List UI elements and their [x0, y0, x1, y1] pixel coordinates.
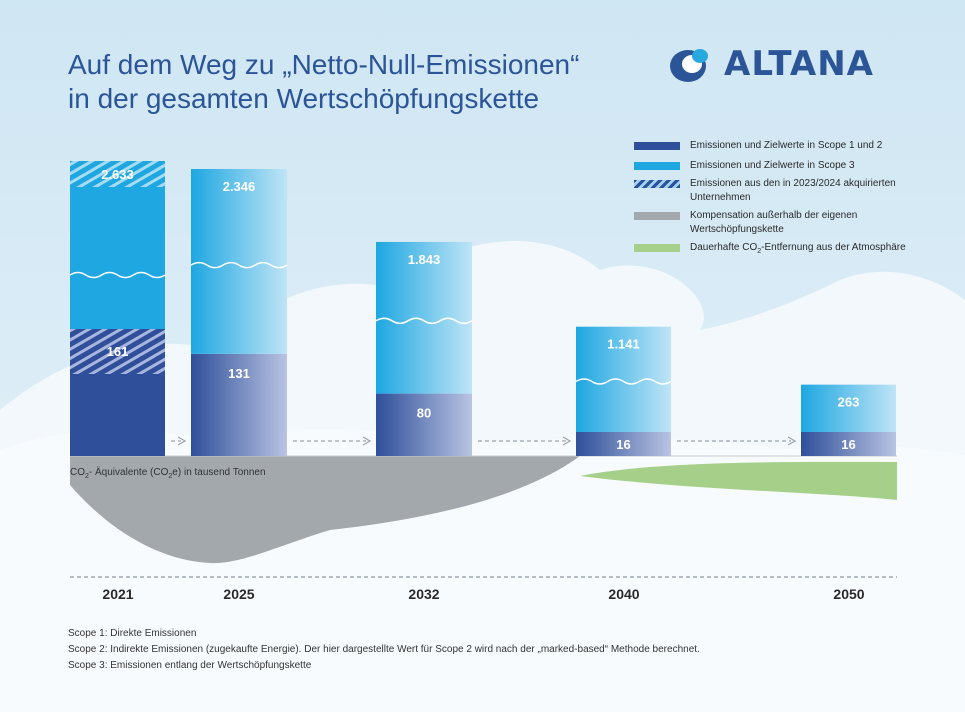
legend-label-removal-pre: Dauerhafte CO	[690, 242, 758, 253]
data-label-2025-scope3: 2.346	[223, 179, 256, 194]
legend-item-removal: Dauerhafte CO2-Entfernung aus der Atmosp…	[634, 241, 924, 271]
footnote-scope2: Scope 2: Indirekte Emissionen (zugekauft…	[68, 644, 700, 655]
unit-label-post: e) in tausend Tonnen	[172, 467, 266, 478]
legend-label-removal: Dauerhafte CO2-Entfernung aus der Atmosp…	[690, 241, 920, 259]
arrowhead-2032	[562, 436, 572, 446]
bar-2025-scope3	[191, 168, 287, 354]
legend-swatch-scope3	[634, 162, 680, 170]
removal-area	[580, 461, 897, 500]
bar-2021-scope3-acquired	[70, 161, 165, 187]
bar-2040-scope12	[576, 432, 671, 456]
scale-break-2025	[190, 261, 288, 269]
legend-item-acquired: Emissionen aus den in 2023/2024 akquirie…	[634, 177, 924, 209]
legend-label-removal-post: -Entfernung aus der Atmosphäre	[761, 242, 906, 253]
year-label-2040: 2040	[608, 586, 640, 602]
bar-2032-scope12	[376, 393, 472, 456]
title-line-1: Auf dem Weg zu „Netto-Null-Emissionen“	[68, 49, 580, 80]
data-label-2050-scope12: 16	[841, 437, 855, 452]
data-label-2021-scope12: 161	[107, 344, 129, 359]
bar-2050-scope12	[801, 432, 896, 456]
legend-label-compensation: Kompensation außerhalb der eigenen Werts…	[690, 210, 858, 235]
legend-item-scope3: Emissionen und Zielwerte in Scope 3	[634, 159, 924, 177]
year-label-2050: 2050	[833, 586, 865, 602]
scale-break-2040	[575, 378, 672, 385]
data-label-2050-scope3: 263	[838, 395, 860, 410]
unit-label-mid: - Äquivalente (CO	[88, 467, 169, 478]
data-label-2021-scope3: 2.633	[101, 167, 134, 182]
bar-2050-scope3	[801, 384, 896, 432]
arrowhead-2040	[787, 436, 797, 446]
year-label-2032: 2032	[408, 586, 440, 602]
scale-break-2021	[69, 271, 166, 279]
data-label-2040-scope12: 16	[616, 437, 630, 452]
footnote-scope3: Scope 3: Emissionen entlang der Wertschö…	[68, 660, 312, 671]
legend-label-removal-sub: 2	[757, 248, 762, 255]
legend-swatch-scope12	[634, 142, 680, 150]
legend-swatch-removal	[634, 244, 680, 252]
bar-2021-scope3	[70, 187, 165, 329]
arrowhead-2025	[362, 436, 372, 446]
arrowhead-2021	[177, 436, 187, 446]
altana-logo: ALTANA	[668, 44, 874, 84]
unit-label-sub1: 2	[85, 473, 89, 480]
year-label-2025: 2025	[223, 586, 255, 602]
bar-2025-scope12	[191, 353, 287, 456]
data-label-2025-scope12: 131	[228, 366, 250, 381]
title-line-2: in der gesamten Wertschöpfungskette	[68, 83, 540, 114]
unit-label: CO2- Äquivalente (CO2e) in tausend Tonne…	[70, 467, 266, 480]
chart-legend: Emissionen und Zielwerte in Scope 1 und …	[634, 139, 924, 271]
footnote-scope1: Scope 1: Direkte Emissionen	[68, 628, 197, 639]
compensation-area	[70, 456, 580, 564]
legend-swatch-acquired	[634, 180, 680, 188]
unit-label-pre: CO	[70, 467, 85, 478]
year-label-2021: 2021	[102, 586, 134, 602]
bar-2032-scope3	[376, 241, 472, 394]
footnotes: Scope 1: Direkte Emissionen Scope 2: Ind…	[68, 626, 700, 674]
bar-2021-scope12	[70, 374, 165, 456]
legend-item-scope12: Emissionen und Zielwerte in Scope 1 und …	[634, 139, 924, 159]
bar-2040-scope3	[576, 326, 671, 432]
legend-label-acquired: Emissionen aus den in 2023/2024 akquirie…	[690, 178, 896, 203]
data-label-2032-scope3: 1.843	[408, 252, 441, 267]
page-title: Auf dem Weg zu „Netto-Null-Emissionen“ i…	[68, 48, 628, 116]
scale-break-2032	[375, 317, 473, 325]
legend-swatch-compensation	[634, 212, 680, 220]
legend-label-scope12: Emissionen und Zielwerte in Scope 1 und …	[690, 140, 883, 151]
logo-text: ALTANA	[724, 44, 874, 84]
data-label-2040-scope3: 1.141	[607, 337, 640, 352]
data-label-2032-scope12: 80	[417, 406, 431, 421]
legend-label-scope3: Emissionen und Zielwerte in Scope 3	[690, 160, 855, 171]
bar-2021-scope12-acquired	[70, 329, 165, 374]
legend-item-compensation: Kompensation außerhalb der eigenen Werts…	[634, 209, 924, 241]
unit-label-sub2: 2	[168, 473, 173, 480]
altana-logo-icon	[670, 49, 708, 82]
